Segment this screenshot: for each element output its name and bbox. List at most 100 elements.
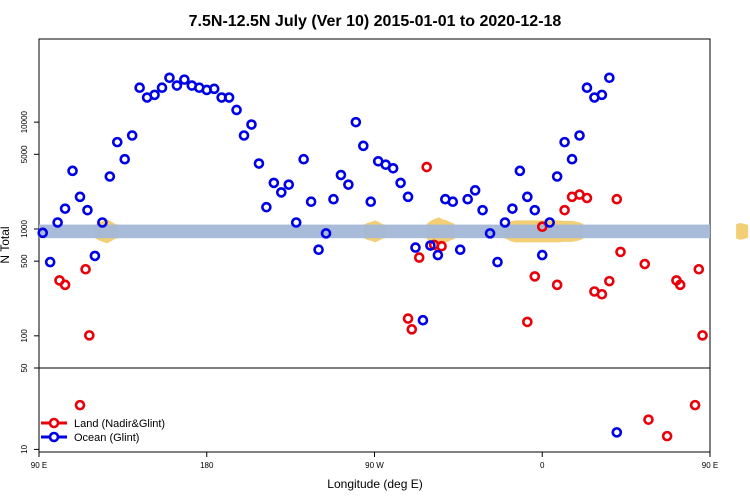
y-axis-label: N Total xyxy=(0,226,12,263)
point-land-3 xyxy=(80,263,91,275)
point-ocean-77 xyxy=(611,427,623,438)
point-ocean-16 xyxy=(156,82,168,94)
point-ocean-72 xyxy=(574,130,585,141)
point-ocean-5 xyxy=(74,191,86,203)
point-ocean-34 xyxy=(290,217,302,228)
x-tick-label-4: 90 E xyxy=(702,461,718,470)
point-ocean-9 xyxy=(104,171,116,182)
point-ocean-31 xyxy=(268,177,280,189)
point-ocean-11 xyxy=(119,153,131,165)
point-ocean-71 xyxy=(566,153,578,165)
point-ocean-66 xyxy=(529,204,541,216)
point-ocean-75 xyxy=(596,89,608,101)
point-land-5 xyxy=(402,313,414,324)
point-ocean-40 xyxy=(335,169,347,181)
point-ocean-55 xyxy=(447,196,459,208)
point-ocean-53 xyxy=(432,249,444,261)
point-land-18 xyxy=(581,192,593,204)
y-tick-label-upper-2: 1000 xyxy=(20,220,29,238)
point-land-28 xyxy=(674,279,686,291)
point-land-21 xyxy=(604,275,615,287)
point-ocean-33 xyxy=(283,179,295,190)
point-ocean-61 xyxy=(492,256,503,268)
point-ocean-57 xyxy=(462,193,473,205)
point-land-29 xyxy=(689,399,701,411)
point-land-22 xyxy=(611,193,623,205)
point-land-11 xyxy=(522,316,533,328)
point-land-10 xyxy=(436,240,447,252)
y-tick-label-upper-1: 500 xyxy=(20,254,29,268)
reference-band xyxy=(39,224,710,239)
point-ocean-70 xyxy=(559,136,570,148)
point-land-15 xyxy=(559,204,570,216)
point-land-24 xyxy=(639,258,651,270)
point-ocean-27 xyxy=(238,130,250,141)
point-ocean-59 xyxy=(477,204,488,216)
x-tick-label-2: 90 W xyxy=(365,461,384,470)
point-land-6 xyxy=(406,324,418,335)
point-land-14 xyxy=(551,279,563,291)
legend-marker-0 xyxy=(48,417,60,429)
point-ocean-65 xyxy=(522,191,533,203)
point-land-8 xyxy=(421,161,432,173)
point-land-1 xyxy=(59,279,71,291)
point-ocean-68 xyxy=(544,217,556,228)
point-land-7 xyxy=(413,252,425,263)
x-tick-label-0: 90 E xyxy=(31,461,47,470)
point-ocean-8 xyxy=(97,217,108,228)
plot-area: 100 500 1000 5000 10000 10 50 90 E 180 90 W 0 90 E xyxy=(20,38,749,470)
y-tick-label-lower-0: 10 xyxy=(20,444,29,453)
point-ocean-18 xyxy=(171,80,183,91)
point-land-30 xyxy=(693,263,705,275)
point-ocean-7 xyxy=(89,250,101,262)
point-ocean-67 xyxy=(536,249,548,261)
point-land-26 xyxy=(661,430,673,442)
point-land-4 xyxy=(84,330,95,341)
point-ocean-38 xyxy=(320,228,332,239)
point-ocean-1 xyxy=(44,256,56,268)
y-tick-label-upper-0: 100 xyxy=(20,329,29,343)
point-ocean-17 xyxy=(164,72,175,84)
point-ocean-15 xyxy=(149,89,160,101)
point-ocean-76 xyxy=(604,72,615,84)
point-ocean-36 xyxy=(305,196,317,208)
y-tick-label-upper-3: 5000 xyxy=(20,145,29,163)
point-ocean-50 xyxy=(410,242,421,253)
y-tick-label-upper-4: 10000 xyxy=(20,110,29,133)
y-tick-label-lower-1: 50 xyxy=(20,363,29,372)
legend-label-0: Land (Nadir&Glint) xyxy=(74,418,165,430)
point-ocean-69 xyxy=(551,171,563,182)
point-land-20 xyxy=(596,288,608,300)
point-ocean-2 xyxy=(52,217,63,228)
point-ocean-51 xyxy=(417,314,429,326)
point-ocean-32 xyxy=(276,187,287,198)
point-land-13 xyxy=(536,221,548,233)
point-ocean-39 xyxy=(328,193,339,205)
point-ocean-44 xyxy=(365,196,377,208)
point-land-31 xyxy=(697,330,708,341)
point-ocean-42 xyxy=(350,116,362,128)
legend-marker-1 xyxy=(48,431,60,443)
point-ocean-28 xyxy=(246,119,257,130)
point-ocean-13 xyxy=(134,82,145,94)
chart-title: 7.5N-12.5N July (Ver 10) 2015-01-01 to 2… xyxy=(189,13,562,30)
point-ocean-64 xyxy=(514,165,526,177)
point-ocean-35 xyxy=(298,153,309,165)
point-ocean-62 xyxy=(499,217,511,228)
point-ocean-3 xyxy=(59,203,71,214)
point-ocean-48 xyxy=(395,177,406,189)
lower-panel-frame xyxy=(38,367,711,453)
legend: Land (Nadir&Glint) Ocean (Glint) xyxy=(41,417,165,444)
point-ocean-12 xyxy=(126,130,138,141)
point-ocean-52 xyxy=(425,240,436,251)
point-ocean-43 xyxy=(358,140,369,152)
point-ocean-19 xyxy=(179,74,190,85)
point-ocean-6 xyxy=(82,204,93,216)
point-ocean-10 xyxy=(111,136,123,148)
point-ocean-4 xyxy=(67,165,78,177)
point-ocean-63 xyxy=(507,203,518,214)
point-land-12 xyxy=(529,271,541,282)
legend-label-1: Ocean (Glint) xyxy=(74,432,139,444)
point-ocean-56 xyxy=(454,244,466,255)
